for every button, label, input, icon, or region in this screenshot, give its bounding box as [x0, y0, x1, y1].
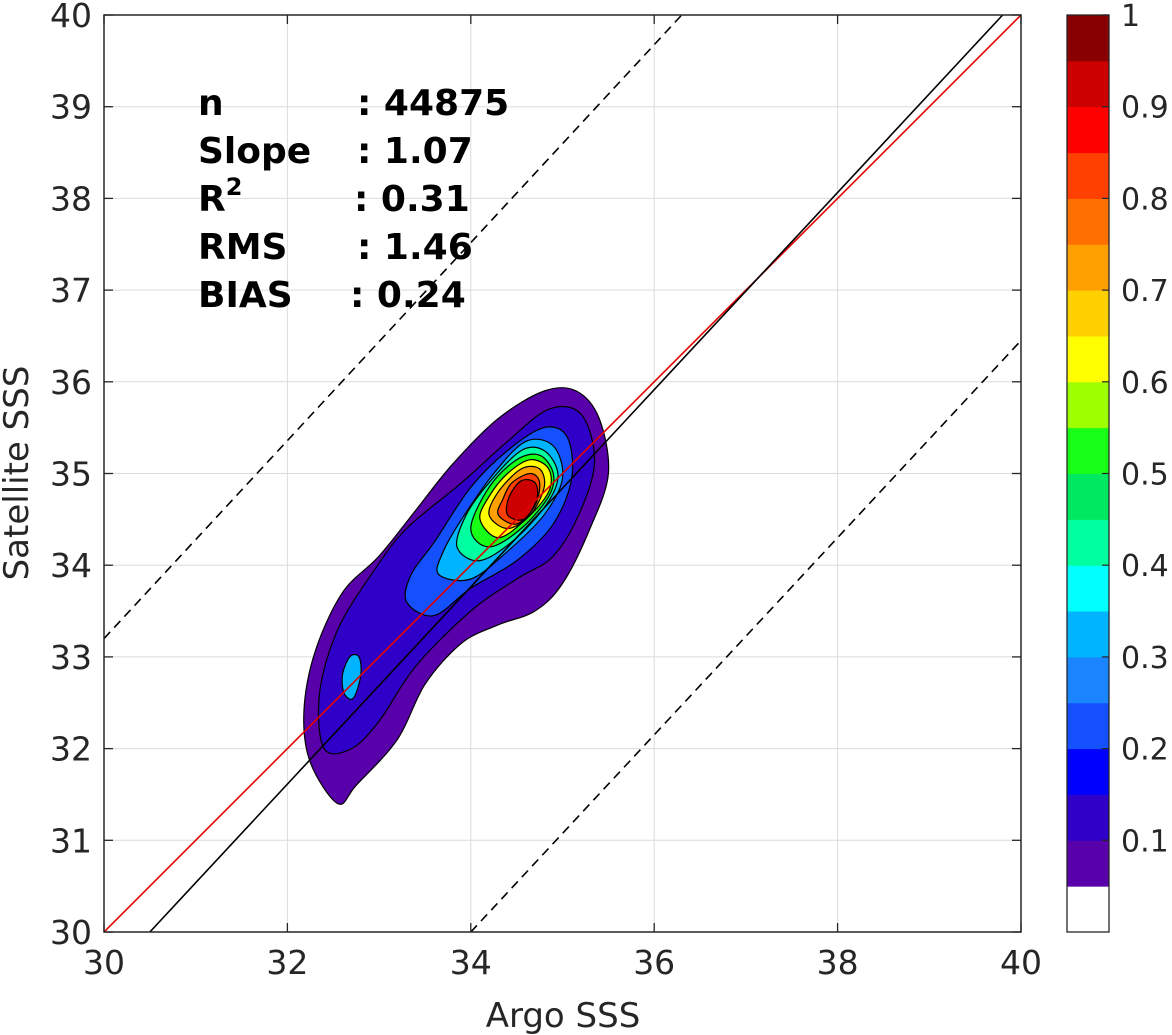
colorbar-segment	[1067, 519, 1109, 566]
stat-value: : 0.31	[354, 179, 470, 220]
stat-value: : 0.24	[350, 275, 466, 316]
y-tick-label: 32	[50, 730, 92, 769]
stat-label: RMS	[198, 227, 287, 268]
colorbar: 0.1 0.2 0.3 0.4 0.5 0.6 0.7 0.8 0.9 1	[1066, 0, 1169, 933]
colorbar-segment	[1067, 60, 1109, 108]
colorbar-segment	[1067, 244, 1109, 291]
colorbar-segment	[1067, 152, 1109, 199]
upper-bound-line	[104, 15, 683, 640]
y-axis-ticks: 30 31 32 33 34 35 36 37 38 39 40	[50, 0, 1021, 952]
x-tick-label: 32	[266, 943, 308, 982]
y-axis-label: Satellite SSS	[0, 366, 37, 581]
stat-label: n	[198, 83, 224, 124]
stat-superscript: 2	[226, 173, 243, 201]
colorbar-segment	[1067, 656, 1109, 704]
regression-line	[149, 15, 1004, 932]
stat-value: : 1.07	[357, 131, 473, 172]
y-tick-label: 36	[50, 363, 92, 402]
colorbar-tick-label: 0.2	[1121, 733, 1169, 768]
one-to-one-line	[104, 15, 1021, 932]
colorbar-segment	[1067, 702, 1109, 750]
x-tick-label: 40	[1000, 943, 1042, 982]
colorbar-segment	[1067, 335, 1109, 383]
colorbar-segment	[1067, 427, 1109, 474]
y-tick-label: 33	[50, 638, 92, 677]
colorbar-segment	[1067, 381, 1109, 429]
colorbar-segment	[1067, 15, 1109, 62]
x-axis-label: Argo SSS	[486, 996, 641, 1035]
colorbar-segment	[1067, 290, 1109, 337]
colorbar-tick-label: 0.6	[1121, 366, 1169, 401]
y-tick-label: 35	[50, 455, 92, 494]
colorbar-tick-label: 0.7	[1121, 274, 1169, 309]
colorbar-tick-label: 0.1	[1121, 824, 1169, 859]
y-tick-label: 37	[50, 271, 92, 310]
colorbar-segment	[1067, 611, 1109, 658]
colorbar-tick-label: 0.3	[1121, 641, 1169, 676]
colorbar-segment	[1067, 565, 1109, 612]
x-tick-label: 30	[83, 943, 125, 982]
stat-value: : 44875	[357, 83, 509, 124]
colorbar-segment	[1067, 198, 1109, 245]
colorbar-tick-label: 0.4	[1121, 549, 1169, 584]
y-tick-label: 39	[50, 88, 92, 127]
colorbar-segment	[1067, 106, 1109, 154]
colorbar-segment	[1067, 748, 1109, 795]
stat-label: Slope	[198, 131, 311, 172]
x-tick-label: 34	[450, 943, 492, 982]
colorbar-segment	[1067, 473, 1109, 520]
x-tick-label: 38	[817, 943, 859, 982]
colorbar-tick-label: 1	[1121, 0, 1140, 34]
colorbar-tick-label: 0.9	[1121, 91, 1169, 126]
density-contours	[303, 386, 610, 805]
density-contour-0-9	[505, 478, 539, 521]
y-tick-label: 30	[50, 913, 92, 952]
x-tick-label: 36	[633, 943, 675, 982]
reference-lines	[104, 15, 1021, 932]
colorbar-segment	[1067, 794, 1109, 841]
stat-value: : 1.46	[357, 227, 473, 268]
y-tick-label: 38	[50, 179, 92, 218]
y-tick-label: 34	[50, 546, 92, 585]
stat-label: BIAS	[198, 275, 293, 316]
y-tick-label: 40	[50, 0, 92, 35]
colorbar-segment	[1067, 840, 1109, 887]
colorbar-tick-label: 0.5	[1121, 458, 1169, 493]
x-axis-ticks: 30 32 34 36 38 40	[83, 15, 1042, 982]
colorbar-segment	[1067, 886, 1109, 933]
y-tick-label: 31	[50, 821, 92, 860]
colorbar-tick-label: 0.8	[1121, 182, 1169, 217]
